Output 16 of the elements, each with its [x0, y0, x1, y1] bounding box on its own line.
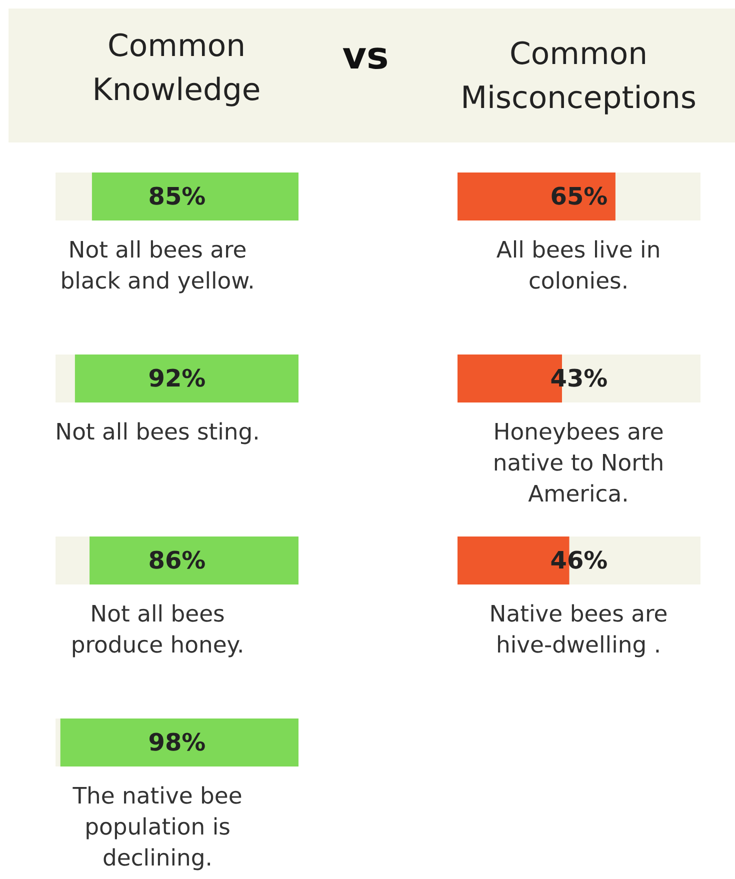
y-tick-label: The native bee population is declining. — [72, 784, 242, 872]
bar — [60, 718, 298, 766]
text: vs — [342, 34, 389, 78]
y-tick-label: Not all bees sting. — [55, 420, 260, 446]
chart-title: Common Knowledge — [92, 29, 261, 108]
data-label: 65% — [550, 182, 608, 210]
y-tick-label: Native bees are hive-dwelling . — [489, 602, 668, 658]
y-tick-label: Not all bees produce honey. — [70, 602, 244, 658]
data-label: 86% — [148, 546, 206, 574]
y-tick-label: Honeybees are native to North America. — [492, 420, 664, 508]
data-label: 92% — [148, 364, 206, 392]
y-tick-label: All bees live in colonies. — [496, 238, 661, 294]
y-tick-label: Not all bees are black and yellow. — [60, 238, 255, 294]
data-label: 85% — [148, 182, 206, 210]
data-label: 98% — [148, 728, 206, 756]
chart-title: Common Misconceptions — [460, 37, 696, 116]
